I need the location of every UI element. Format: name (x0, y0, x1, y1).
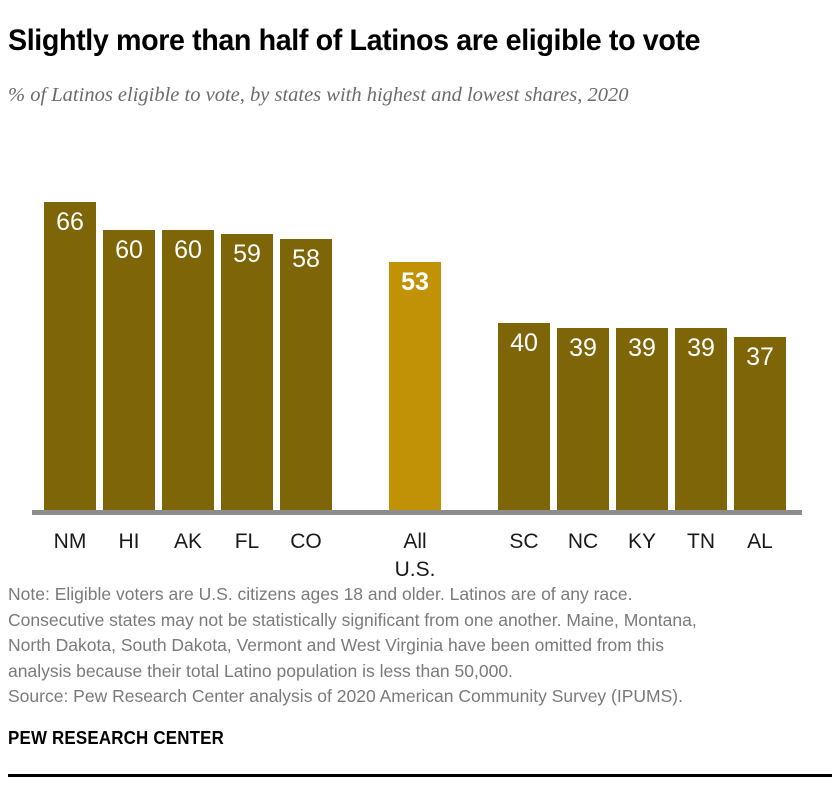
footer-divider (8, 774, 832, 777)
x-axis-label-nm: NM (30, 528, 110, 556)
bar-value-label: 60 (174, 236, 202, 264)
bar-value-label: 37 (746, 343, 774, 371)
bar-al: 37 (734, 337, 786, 510)
note-line-1: Note: Eligible voters are U.S. citizens … (8, 584, 633, 604)
x-axis-label-tn: TN (661, 528, 741, 556)
bar-value-label: 39 (687, 334, 715, 362)
x-axis-label-line-1: FL (234, 530, 260, 553)
x-axis-label-line-1: HI (118, 530, 140, 553)
bar-co: 58 (280, 239, 332, 510)
chart-subtitle: % of Latinos eligible to vote, by states… (8, 84, 629, 106)
note-line-4: analysis because their total Latino popu… (8, 660, 513, 681)
bar-value-label: 59 (233, 240, 261, 268)
note-line-3: North Dakota, South Dakota, Vermont and … (8, 635, 664, 655)
x-axis-label-fl: FL (207, 528, 287, 556)
x-axis-label-line-1: TN (687, 530, 715, 553)
x-axis-label-ak: AK (148, 528, 228, 556)
bar-hi: 60 (103, 230, 155, 510)
bar-chart-plot: 66 NM 60 HI 60 AK 59 FL 58 CO 53 All U.S. 40 SC 39 NC 39 K… (32, 202, 802, 581)
bar-ak: 60 (162, 230, 214, 510)
x-axis-label-sc: SC (484, 528, 564, 556)
x-axis-label-line-2: U.S. (394, 558, 436, 581)
x-axis-label-line-1: NC (567, 530, 599, 553)
bar-nm: 66 (44, 202, 96, 510)
x-axis-label-all-u-s: All U.S. (375, 528, 455, 584)
x-axis-label-line-1: All (403, 530, 427, 553)
bar-value-label: 39 (569, 334, 597, 362)
x-axis-label-line-1: SC (509, 530, 539, 553)
x-axis-label-ky: KY (602, 528, 682, 556)
chart-note: Note: Eligible voters are U.S. citizens … (8, 582, 832, 710)
bar-value-label: 60 (115, 236, 143, 264)
x-axis-label-co: CO (266, 528, 346, 556)
bar-value-label: 40 (510, 329, 538, 357)
bar-sc: 40 (498, 323, 550, 510)
bar-value-label: 39 (628, 334, 656, 362)
page-title: Slightly more than half of Latinos are e… (8, 24, 701, 57)
bar-nc: 39 (557, 328, 609, 510)
x-axis-label-nc: NC (543, 528, 623, 556)
x-axis-label-line-1: AK (173, 530, 202, 553)
bar-fl: 59 (221, 234, 273, 510)
x-axis-line (32, 510, 802, 515)
x-axis-label-line-1: NM (53, 530, 87, 553)
x-axis-label-line-1: CO (290, 530, 322, 553)
x-axis-label-line-1: AL (747, 530, 773, 553)
bar-ky: 39 (616, 328, 668, 510)
bar-value-label: 58 (292, 245, 320, 273)
chart-source: Source: Pew Research Center analysis of … (8, 686, 683, 706)
bar-value-label: 53 (401, 268, 429, 296)
note-line-2: Consecutive states may not be statistica… (8, 609, 697, 630)
x-axis-label-line-1: KY (627, 530, 656, 553)
x-axis-label-hi: HI (89, 528, 169, 556)
bar-value-label: 66 (56, 208, 84, 236)
bar-all-u-s: 53 (389, 262, 441, 510)
bar-tn: 39 (675, 328, 727, 510)
x-axis-label-al: AL (720, 528, 800, 556)
pew-research-center-brand: PEW RESEARCH CENTER (8, 728, 225, 748)
